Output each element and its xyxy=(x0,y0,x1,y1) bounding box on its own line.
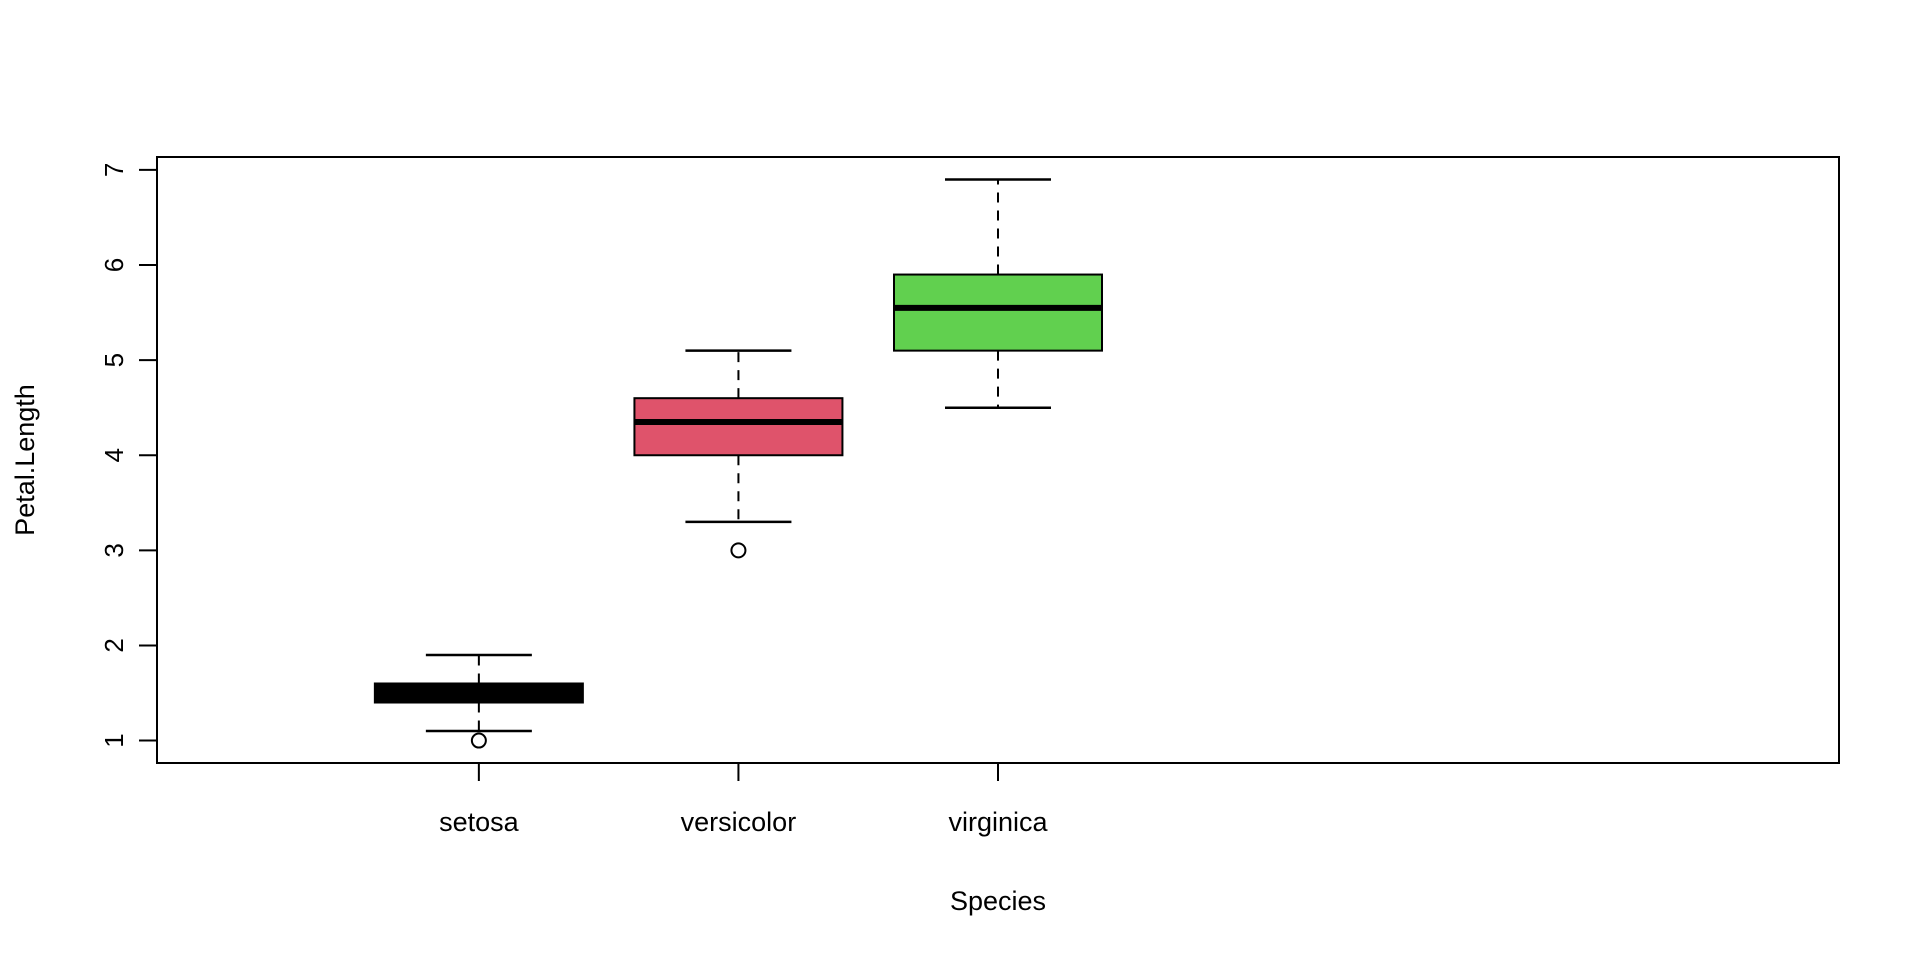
y-axis-label: Petal.Length xyxy=(10,384,40,536)
y-tick-label: 7 xyxy=(99,163,129,177)
box-virginica xyxy=(893,273,1103,352)
y-tick-label: 3 xyxy=(99,543,129,557)
y-tick-label: 4 xyxy=(99,448,129,462)
x-tick-label: versicolor xyxy=(681,807,797,837)
x-tick-label: setosa xyxy=(439,807,520,837)
y-axis: 1 2 3 4 5 6 7 xyxy=(99,163,157,748)
y-tick-label: 2 xyxy=(99,638,129,652)
box-versicolor xyxy=(633,397,844,457)
x-axis-label: Species xyxy=(950,886,1046,916)
x-tick-label: virginica xyxy=(948,807,1048,837)
y-tick-label: 6 xyxy=(99,258,129,272)
y-tick-label: 1 xyxy=(99,733,129,747)
outlier-point xyxy=(730,542,747,559)
y-tick-label: 5 xyxy=(99,353,129,367)
outlier-point xyxy=(470,732,487,749)
x-axis: setosa versicolor virginica xyxy=(439,763,1048,837)
